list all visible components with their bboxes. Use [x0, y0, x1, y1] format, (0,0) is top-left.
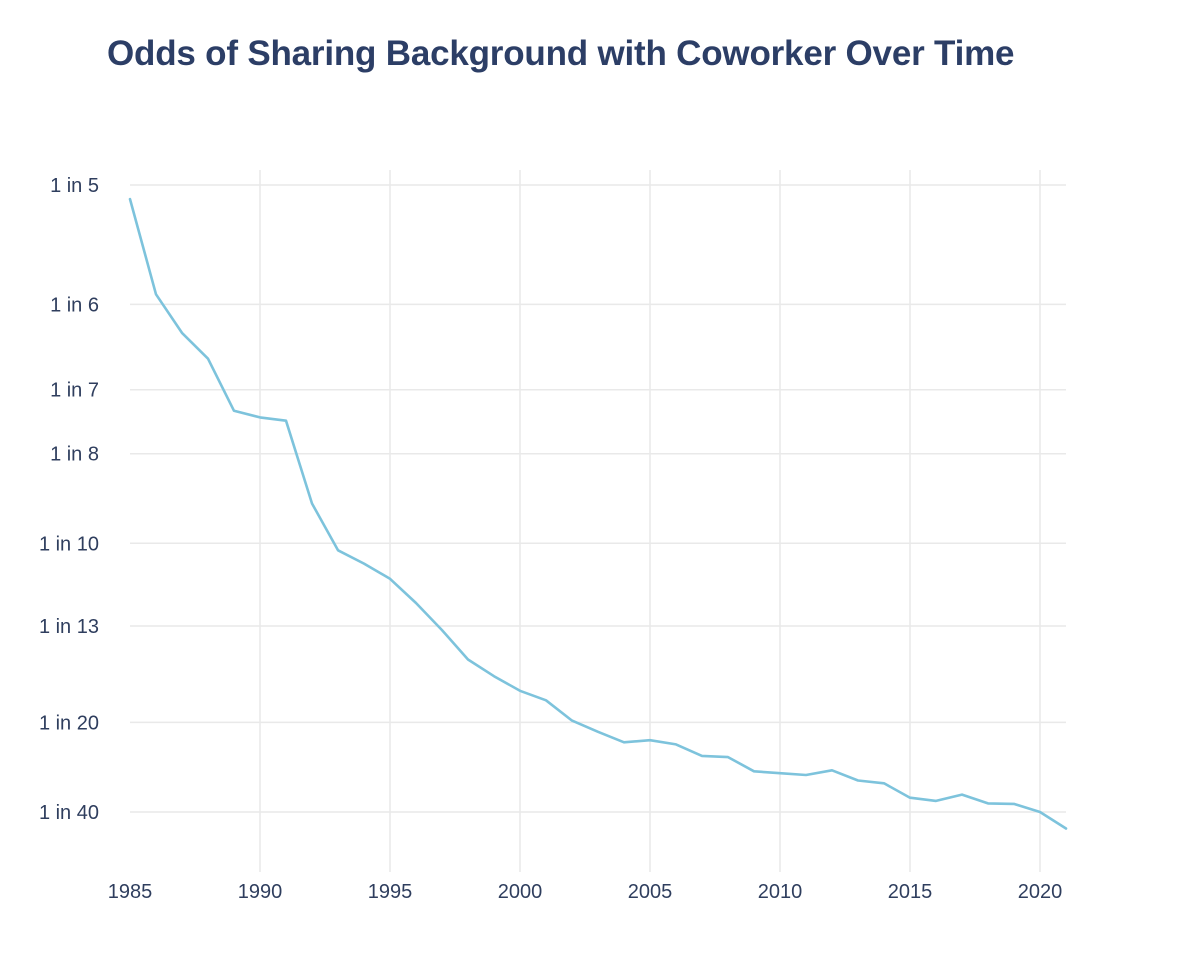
- y-tick-label-7: 1 in 7: [50, 380, 99, 402]
- x-tick-label-2015: 2015: [888, 881, 933, 903]
- series-group: [128, 197, 1068, 830]
- vertical-grid-lines: [259, 170, 1041, 872]
- x-tick-label-1990: 1990: [238, 881, 283, 903]
- x-tick-label-2020: 2020: [1018, 881, 1063, 903]
- y-tick-label-10: 1 in 10: [39, 533, 99, 555]
- x-tick-label-1985: 1985: [108, 881, 153, 903]
- y-tick-label-20: 1 in 20: [39, 712, 99, 734]
- series-line-0: [128, 197, 1068, 830]
- y-tick-label-8: 1 in 8: [50, 444, 99, 466]
- x-tick-label-2000: 2000: [498, 881, 543, 903]
- y-tick-label-13: 1 in 13: [39, 616, 99, 638]
- y-tick-label-5: 1 in 5: [50, 175, 99, 197]
- x-tick-label-2005: 2005: [628, 881, 673, 903]
- chart-title: Odds of Sharing Background with Coworker…: [107, 34, 1015, 73]
- x-tick-label-1995: 1995: [368, 881, 413, 903]
- y-tick-label-40: 1 in 40: [39, 802, 99, 824]
- y-axis-tick-labels: 1 in 5 1 in 6 1 in 7 1 in 8 1 in 10 1 in 13 1 …: [39, 175, 99, 824]
- x-axis-tick-labels: 1985 1990 1995 2000 2005 2010 2015 2020: [108, 881, 1063, 903]
- x-tick-label-2010: 2010: [758, 881, 803, 903]
- horizontal-grid-lines: [130, 184, 1066, 813]
- y-tick-label-6: 1 in 6: [50, 294, 99, 316]
